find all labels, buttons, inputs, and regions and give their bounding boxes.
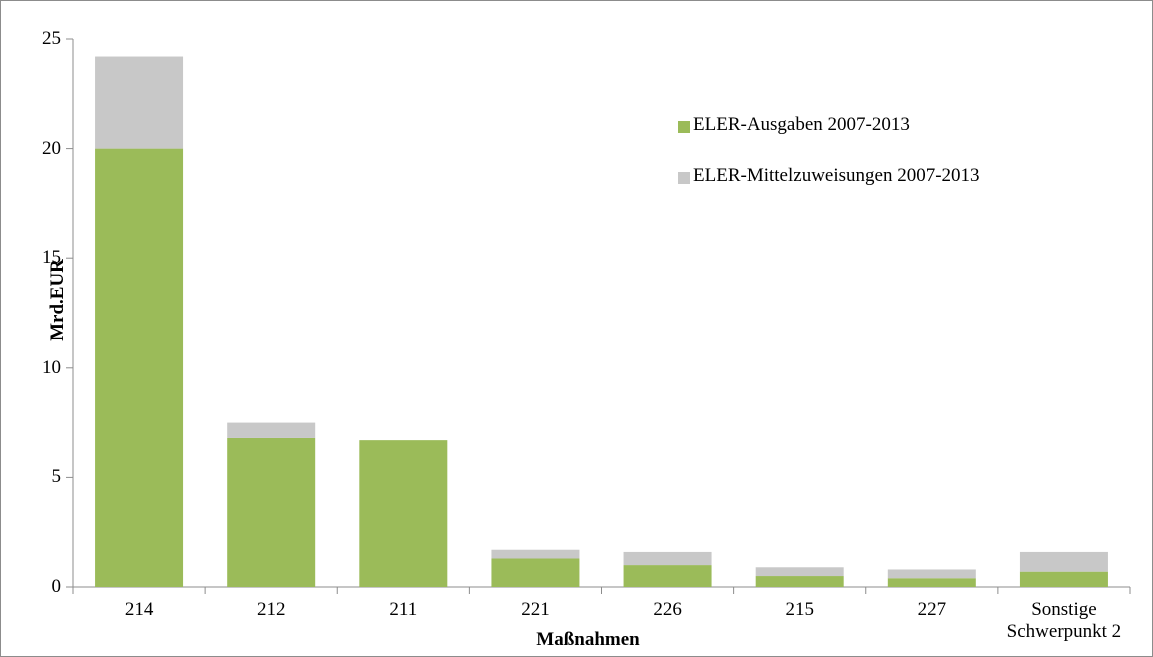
bar-segment (227, 422, 316, 438)
y-tick-label: 0 (51, 576, 62, 597)
bar-segment (1019, 551, 1108, 572)
x-tick-label: 221 (521, 599, 550, 620)
legend-swatch (678, 121, 690, 133)
bar-segment (491, 558, 580, 587)
bar-segment (623, 565, 712, 587)
bar-segment (887, 578, 976, 587)
bar-segment (623, 551, 712, 566)
bar-segment (95, 148, 184, 587)
bar-segment (887, 569, 976, 579)
bar-segment (95, 56, 184, 149)
x-tick-label: 227 (917, 599, 947, 620)
bar-segment (755, 576, 844, 587)
y-tick-label: 10 (42, 356, 61, 378)
bar-segment (227, 437, 316, 587)
x-tick-label: 214 (124, 599, 154, 620)
bar-segment (755, 567, 844, 577)
x-tick-label: 212 (256, 599, 286, 620)
x-axis-title: Maßnahmen (536, 629, 640, 650)
bar-segment (359, 440, 448, 587)
legend-swatch (678, 172, 690, 184)
x-tick-label: 211 (389, 599, 418, 620)
legend-label: ELER-Mittelzuweisungen 2007-2013 (693, 165, 980, 186)
legend-label: ELER-Ausgaben 2007-2013 (693, 114, 910, 135)
x-tick-label: 215 (785, 599, 814, 620)
y-tick-label: 25 (42, 28, 61, 49)
x-tick-label: Sonstige Schwerpunkt 2 (1006, 599, 1122, 642)
y-tick-label: 15 (42, 247, 61, 269)
y-tick-label: 5 (51, 466, 62, 488)
bar-segment (1019, 571, 1108, 587)
x-tick-label: 226 (653, 599, 682, 620)
y-axis-title: Mrd.EUR (47, 259, 68, 341)
bar-segment (491, 549, 580, 559)
y-tick-label: 20 (42, 137, 61, 159)
